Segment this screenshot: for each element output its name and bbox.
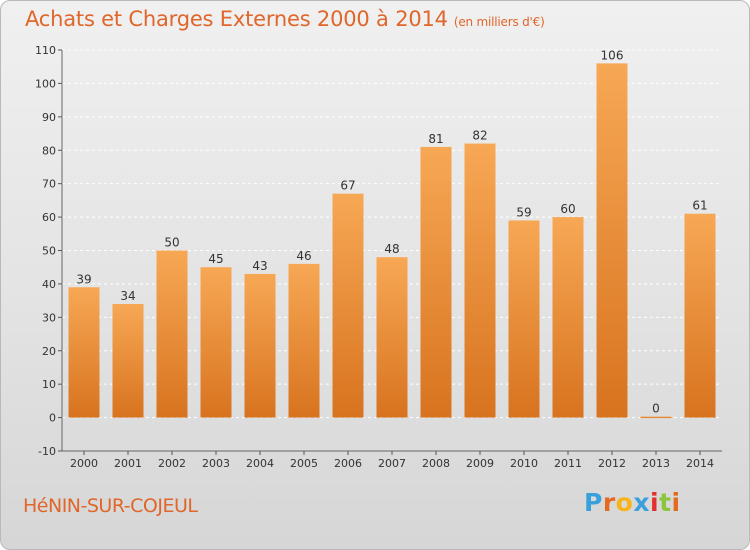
x-tick-label: 2013 <box>642 457 670 470</box>
bar <box>640 416 672 419</box>
data-label: 67 <box>340 179 355 193</box>
x-tick-label: 2004 <box>246 457 274 470</box>
bar <box>112 303 144 418</box>
x-tick-label: 2006 <box>334 457 362 470</box>
y-tick-label: 90 <box>42 111 56 124</box>
y-tick-label: 70 <box>42 178 56 191</box>
logo-letter: r <box>602 488 616 517</box>
x-tick-label: 2002 <box>158 457 186 470</box>
logo-letter: i <box>650 488 660 517</box>
data-label: 59 <box>516 205 531 219</box>
y-tick-label: 60 <box>42 211 56 224</box>
data-label: 43 <box>252 259 267 273</box>
y-tick-label: 10 <box>42 378 56 391</box>
data-label: 46 <box>296 249 311 263</box>
x-tick-label: 2007 <box>378 457 406 470</box>
bar <box>68 287 100 418</box>
bar <box>332 193 364 418</box>
x-tick-label: 2001 <box>114 457 142 470</box>
logo-letter: o <box>615 488 634 517</box>
y-tick-label: 80 <box>42 144 56 157</box>
bar <box>420 146 452 418</box>
chart-title: Achats et Charges Externes 2000 à 2014 (e… <box>25 7 545 31</box>
y-tick-label: 0 <box>49 412 56 425</box>
y-tick-label: 30 <box>42 311 56 324</box>
data-label: 61 <box>692 199 707 213</box>
bar <box>156 250 188 418</box>
proxiti-logo: Proxiti <box>584 488 681 517</box>
data-label: 60 <box>560 202 575 216</box>
y-tick-label: -10 <box>38 445 56 458</box>
bar <box>508 220 540 418</box>
x-tick-label: 2003 <box>202 457 230 470</box>
x-tick-label: 2000 <box>70 457 98 470</box>
data-label: 82 <box>472 129 487 143</box>
data-label: 81 <box>428 132 443 146</box>
logo-letter: P <box>584 488 603 517</box>
y-tick-label: 100 <box>35 77 56 90</box>
logo-letter: t <box>659 488 672 517</box>
bar <box>464 143 496 418</box>
bar <box>684 213 716 418</box>
y-tick-label: 40 <box>42 278 56 291</box>
data-label: 34 <box>120 289 135 303</box>
bar <box>244 273 276 418</box>
data-label: 39 <box>76 272 91 286</box>
bar <box>288 263 320 418</box>
y-tick-label: 110 <box>35 44 56 57</box>
data-label: 0 <box>652 402 660 416</box>
chart-subtitle: (en milliers d'€) <box>453 15 545 29</box>
data-label: 45 <box>208 252 223 266</box>
x-tick-label: 2010 <box>510 457 538 470</box>
logo-letter: i <box>671 488 681 517</box>
data-label: 106 <box>601 48 624 62</box>
logo-letter: x <box>633 488 650 517</box>
data-label: 48 <box>384 242 399 256</box>
x-tick-label: 2011 <box>554 457 582 470</box>
bar <box>552 217 584 418</box>
x-tick-label: 2014 <box>686 457 714 470</box>
x-tick-label: 2005 <box>290 457 318 470</box>
x-tick-label: 2008 <box>422 457 450 470</box>
bar <box>200 267 232 418</box>
bar <box>376 257 408 418</box>
chart-title-text: Achats et Charges Externes 2000 à 2014 <box>25 7 448 31</box>
y-tick-label: 20 <box>42 345 56 358</box>
x-tick-label: 2012 <box>598 457 626 470</box>
commune-name: HéNIN-SUR-COJEUL <box>23 495 198 517</box>
y-tick-label: 50 <box>42 245 56 258</box>
bar <box>596 63 628 418</box>
x-tick-label: 2009 <box>466 457 494 470</box>
data-label: 50 <box>164 236 179 250</box>
